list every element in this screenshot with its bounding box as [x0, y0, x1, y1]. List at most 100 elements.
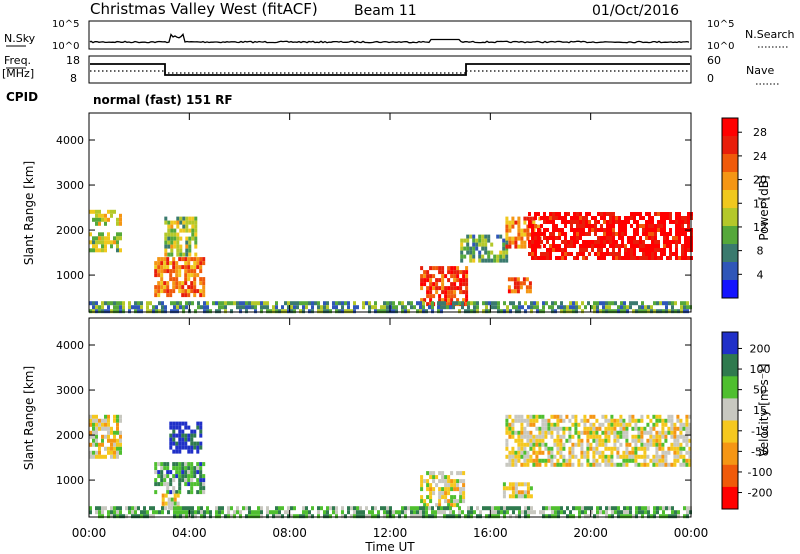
heatmap-cell: [517, 430, 521, 435]
heatmap-cell: [169, 273, 173, 278]
heatmap-cell: [677, 510, 680, 515]
heatmap-cell: [170, 497, 174, 502]
heatmap-cell: [185, 252, 189, 257]
heatmap-cell: [610, 450, 614, 455]
heatmap-cell: [630, 252, 633, 256]
heatmap-cell: [308, 514, 311, 519]
heatmap-cell: [635, 301, 638, 306]
colorbar-segment: [722, 136, 738, 155]
heatmap-cell: [166, 462, 170, 467]
heatmap-cell: [359, 510, 362, 515]
heatmap-cell: [422, 305, 425, 310]
heatmap-cell: [157, 281, 161, 286]
heatmap-cell: [547, 454, 551, 459]
heatmap-cell: [447, 278, 451, 283]
heatmap-cell: [592, 430, 596, 435]
heatmap-cell: [172, 421, 176, 426]
heatmap-cell: [551, 506, 554, 511]
heatmap-cell: [341, 309, 344, 314]
heatmap-cell: [537, 236, 540, 240]
heatmap-cell: [98, 514, 101, 519]
heatmap-cell: [245, 305, 248, 310]
heatmap-cell: [680, 309, 683, 314]
heatmap-cell: [467, 305, 470, 310]
heatmap-cell: [161, 506, 164, 511]
heatmap-cell: [435, 475, 439, 480]
heatmap-cell: [609, 224, 612, 228]
heatmap-cell: [169, 470, 173, 475]
heatmap-cell: [89, 418, 92, 423]
heatmap-cell: [619, 434, 623, 439]
heatmap-cell: [263, 305, 266, 310]
heatmap-cell: [641, 506, 644, 511]
heatmap-cell: [491, 301, 494, 306]
heatmap-cell: [595, 446, 599, 451]
heatmap-cell: [607, 418, 611, 423]
heatmap-cell: [554, 506, 557, 511]
heatmap-cell: [441, 495, 445, 500]
heatmap-cell: [187, 293, 191, 298]
heatmap-cell: [505, 220, 509, 225]
heatmap-cell: [481, 234, 485, 239]
heatmap-cell: [670, 462, 674, 467]
heatmap-cell: [667, 446, 671, 451]
heatmap-cell: [419, 510, 422, 515]
heatmap-cell: [577, 442, 581, 447]
heatmap-cell: [462, 479, 466, 484]
heatmap-cell: [531, 228, 534, 232]
heatmap-cell: [113, 240, 116, 245]
heatmap-cell: [642, 232, 645, 236]
heatmap-cell: [523, 450, 527, 455]
heatmap-cell: [531, 244, 534, 248]
heatmap-cell: [113, 209, 116, 214]
heatmap-cell: [227, 510, 230, 515]
heatmap-cell: [620, 305, 623, 310]
heatmap-cell: [549, 244, 552, 248]
heatmap-cell: [154, 285, 158, 290]
heatmap-cell: [642, 240, 645, 244]
heatmap-cell: [663, 220, 666, 224]
heatmap-cell: [251, 514, 254, 519]
heatmap-cell: [444, 286, 448, 291]
heatmap-cell: [551, 510, 554, 515]
heatmap-cell: [651, 248, 654, 252]
heatmap-cell: [176, 309, 179, 314]
heatmap-cell: [598, 434, 602, 439]
heatmap-cell: [161, 501, 165, 506]
heatmap-cell: [272, 510, 275, 515]
heatmap-cell: [146, 305, 149, 310]
heatmap-cell: [266, 510, 269, 515]
heatmap-cell: [625, 434, 629, 439]
heatmap-cell: [663, 216, 666, 220]
heatmap-cell: [287, 301, 290, 306]
heatmap-cell: [199, 466, 203, 471]
heatmap-cell: [493, 254, 497, 259]
heatmap-cell: [549, 236, 552, 240]
heatmap-cell: [570, 220, 573, 224]
heatmap-cell: [668, 301, 671, 306]
heatmap-cell: [667, 418, 671, 423]
heatmap-cell: [678, 212, 681, 216]
heatmap-cell: [505, 422, 509, 427]
heatmap-cell: [550, 414, 554, 419]
heatmap-cell: [184, 273, 188, 278]
heatmap-cell: [523, 418, 527, 423]
heatmap-cell: [104, 301, 107, 306]
heatmap-cell: [605, 301, 608, 306]
heatmap-cell: [609, 252, 612, 256]
x-tick-label: 20:00: [573, 526, 608, 540]
heatmap-cell: [621, 256, 624, 260]
heatmap-cell: [618, 236, 621, 240]
heatmap-cell: [176, 240, 180, 245]
heatmap-cell: [446, 305, 449, 310]
heatmap-cell: [685, 438, 689, 443]
heatmap-cell: [615, 244, 618, 248]
heatmap-cell: [374, 506, 377, 511]
heatmap-cell: [505, 446, 509, 451]
heatmap-cell: [188, 252, 192, 257]
heatmap-cell: [187, 474, 191, 479]
heatmap-cell: [576, 256, 579, 260]
heatmap-cell: [637, 434, 641, 439]
heatmap-cell: [555, 236, 558, 240]
heatmap-cell: [537, 240, 540, 244]
